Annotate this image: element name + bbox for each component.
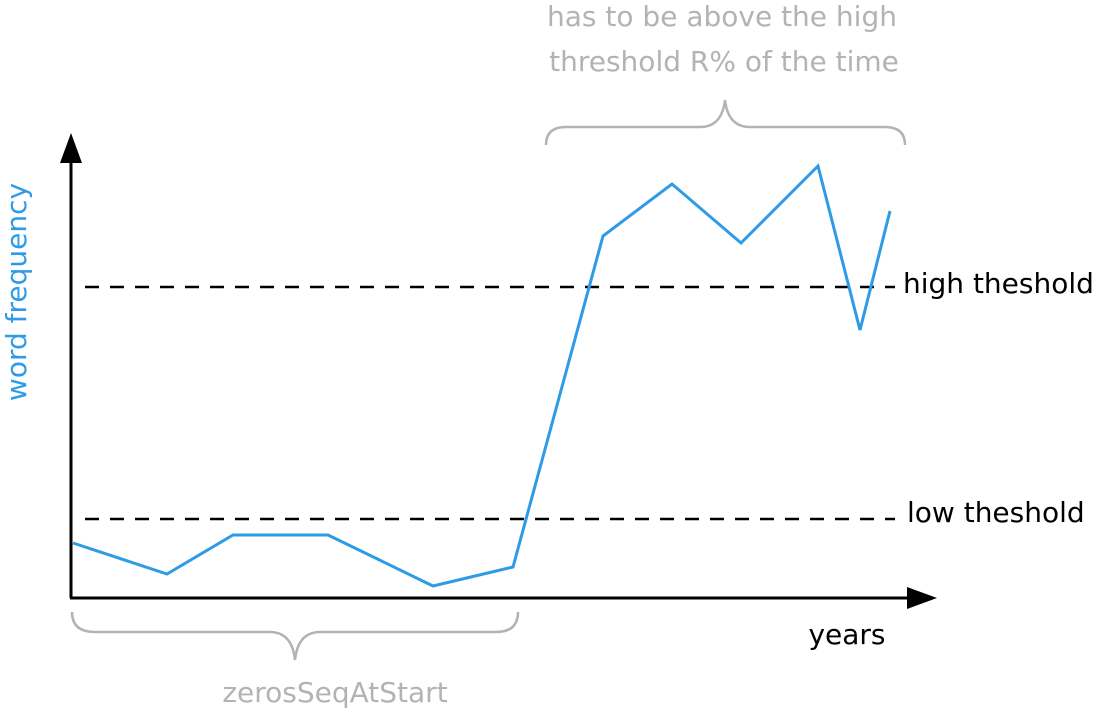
x-axis-arrow <box>907 587 937 609</box>
y-axis-arrow <box>60 133 82 163</box>
high-threshold-label: high theshold <box>903 267 1094 300</box>
y-axis-label: word frequency <box>0 183 33 401</box>
top-annotation-line: has to be above the high <box>547 0 897 33</box>
x-axis-label: years <box>808 618 885 651</box>
low-threshold-label: low theshold <box>907 496 1085 529</box>
bottom-annotation: zerosSeqAtStart <box>222 676 447 709</box>
bottom-brace <box>70 611 520 661</box>
frequency-line <box>72 163 892 588</box>
top-annotation-line: threshold R% of the time <box>549 45 899 78</box>
top-brace <box>544 99 907 146</box>
